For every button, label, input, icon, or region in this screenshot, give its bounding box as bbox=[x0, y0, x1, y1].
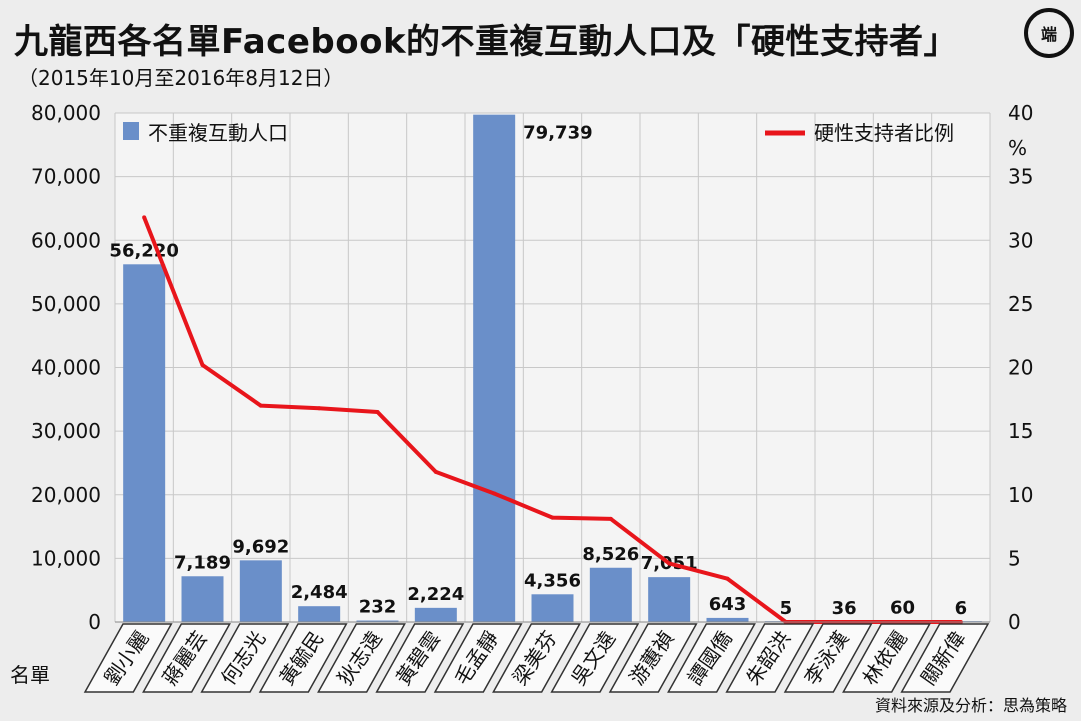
source-note: 資料來源及分析：思為策略 bbox=[874, 696, 1067, 715]
bar-10 bbox=[648, 577, 691, 622]
y2-axis-tick-label: 0 bbox=[1008, 610, 1021, 634]
category-tab bbox=[900, 623, 990, 693]
category-tab bbox=[550, 623, 640, 693]
y-axis-tick-label: 30,000 bbox=[31, 419, 101, 443]
chart-subtitle: （2015年10月至2016年8月12日） bbox=[18, 66, 344, 90]
y2-axis-tick-label: 25 bbox=[1008, 292, 1033, 316]
y2-axis-tick-label: 40 bbox=[1008, 101, 1033, 125]
bar-data-label: 6 bbox=[955, 598, 968, 619]
category-tab bbox=[667, 623, 756, 693]
bar-8 bbox=[531, 594, 574, 622]
y2-axis-tick-label: 35 bbox=[1008, 165, 1033, 189]
line-point bbox=[258, 403, 263, 408]
category-tab bbox=[375, 623, 465, 693]
category-tab bbox=[317, 623, 406, 693]
category-tab bbox=[258, 623, 348, 693]
y2-axis-tick-label: 15 bbox=[1008, 419, 1033, 443]
y-axis-tick-label: 50,000 bbox=[31, 292, 101, 316]
y2-axis-tick-label: 5 bbox=[1008, 546, 1021, 570]
brand-logo-icon: 端 bbox=[1024, 8, 1074, 58]
legend-swatch-bar bbox=[123, 122, 139, 140]
bar-data-label: 79,739 bbox=[523, 123, 592, 144]
line-point bbox=[142, 215, 147, 220]
legend-label-bar: 不重複互動人口 bbox=[148, 121, 288, 145]
bar-11 bbox=[706, 617, 749, 622]
line-point bbox=[667, 561, 672, 566]
line-point bbox=[550, 515, 555, 520]
bar-5 bbox=[356, 620, 399, 622]
y2-axis-tick-label: 10 bbox=[1008, 483, 1033, 507]
line-point bbox=[433, 469, 438, 474]
x-axis-label: 名單 bbox=[10, 663, 50, 687]
bar-data-label: 8,526 bbox=[582, 544, 639, 565]
line-point bbox=[492, 491, 497, 496]
bar-data-label: 60 bbox=[890, 598, 915, 619]
line-point bbox=[725, 576, 730, 581]
line-point bbox=[200, 362, 205, 367]
y-axis-tick-label: 20,000 bbox=[31, 483, 101, 507]
bar-data-label: 4,356 bbox=[524, 570, 581, 591]
bar-data-label: 9,692 bbox=[232, 536, 289, 557]
logo-text: 端 bbox=[1040, 25, 1057, 44]
category-tab bbox=[608, 623, 698, 693]
category-tab bbox=[725, 623, 815, 693]
category-tab bbox=[142, 623, 231, 693]
legend-label-line: 硬性支持者比例 bbox=[814, 121, 954, 145]
bar-data-label: 643 bbox=[709, 594, 747, 615]
y2-axis-unit-label: % bbox=[1008, 136, 1027, 160]
y-axis-tick-label: 70,000 bbox=[31, 165, 101, 189]
y2-axis-tick-label: 30 bbox=[1008, 228, 1033, 252]
category-tab bbox=[492, 623, 581, 693]
line-point bbox=[608, 516, 613, 521]
bar-data-label: 232 bbox=[359, 597, 397, 618]
category-tab bbox=[433, 623, 523, 693]
category-tab bbox=[842, 623, 931, 693]
bar-7 bbox=[473, 114, 516, 622]
bar-data-label: 56,220 bbox=[109, 240, 178, 261]
line-point bbox=[375, 410, 380, 415]
bar-4 bbox=[298, 606, 341, 622]
category-tab bbox=[200, 623, 290, 693]
bar-2 bbox=[181, 576, 224, 622]
bar-3 bbox=[239, 560, 282, 622]
bar-9 bbox=[589, 567, 632, 622]
bar-data-label: 7,189 bbox=[174, 552, 231, 573]
y2-axis-tick-label: 20 bbox=[1008, 356, 1033, 380]
y-axis-tick-label: 0 bbox=[88, 610, 101, 634]
line-point bbox=[317, 406, 322, 411]
y-axis-tick-label: 60,000 bbox=[31, 228, 101, 252]
bar-data-label: 2,484 bbox=[291, 582, 348, 603]
chart-title: 九龍西各名單Facebook的不重複互動人口及「硬性支持者」 bbox=[14, 22, 959, 62]
category-tab bbox=[83, 623, 173, 693]
category-tab bbox=[783, 623, 873, 693]
bar-6 bbox=[414, 607, 457, 622]
bar-data-label: 5 bbox=[780, 598, 793, 619]
y-axis-tick-label: 10,000 bbox=[31, 546, 101, 570]
bar-1 bbox=[123, 264, 166, 622]
bar-data-label: 36 bbox=[832, 598, 857, 619]
y-axis-tick-label: 40,000 bbox=[31, 356, 101, 380]
y-axis-tick-label: 80,000 bbox=[31, 101, 101, 125]
bar-data-label: 2,224 bbox=[407, 584, 464, 605]
